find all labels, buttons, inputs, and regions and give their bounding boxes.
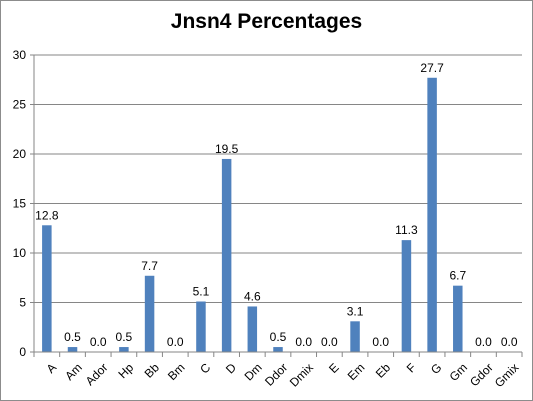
y-tick-label: 20 [13,147,27,161]
data-label: 0.0 [321,335,338,349]
chart-title: Jnsn4 Percentages [170,10,363,33]
gridlines [34,54,522,303]
x-tick-label: Ddor [262,360,290,388]
bar [221,158,232,352]
x-tick-label: Dm [242,360,265,383]
x-tick-label: Ador [83,360,111,388]
data-label: 0.5 [116,330,133,344]
data-label: 7.7 [141,259,158,273]
y-tick-label: 0 [19,345,26,359]
data-label: 12.8 [35,208,59,222]
x-tick-label: G [428,360,445,377]
data-label: 0.0 [295,335,312,349]
x-tick-label: Em [345,360,368,383]
y-tick-label: 25 [13,98,27,112]
bar [42,225,52,352]
bar [67,347,78,352]
y-tick-label: 10 [13,246,27,260]
bar [247,306,258,352]
data-label: 27.7 [420,61,444,75]
data-label: 0.5 [64,330,81,344]
x-tick-label: Eb [373,360,394,381]
x-tick-label: C [197,360,213,376]
y-tick-label: 30 [13,48,27,62]
x-tick-label: Bm [165,360,188,383]
bar [401,240,412,352]
x-tick-label: Dmix [287,360,316,389]
bar [119,347,129,352]
data-label: 0.0 [167,335,184,349]
data-label: 6.7 [449,269,466,283]
data-label: 4.6 [244,289,261,303]
x-tick-label: Gdor [467,360,496,389]
x-tick-label: F [404,360,419,375]
x-tick-label: D [223,360,239,376]
x-tick-label: A [44,360,60,376]
data-label: 0.0 [501,335,518,349]
data-label: 0.5 [270,330,287,344]
x-tick-label: E [326,360,342,376]
y-tick-label: 15 [13,197,27,211]
bar [427,77,437,353]
data-label: 3.1 [347,304,364,318]
bar [350,321,360,352]
x-tick-label: Am [62,360,85,383]
axes [30,54,523,357]
x-tick-label: Bb [142,360,163,381]
x-tick-label: Hp [115,360,136,381]
labels: 0 5 10 15 20 25 30 12.8 A 0.5 Am 0.0 Ador 0.5 Hp 7.7 Bb 0… [13,48,522,390]
bar [196,301,206,352]
data-label: 0.0 [372,335,389,349]
data-label: 19.5 [215,142,239,156]
x-tick-label: Gmix [492,360,522,390]
bars [42,77,463,353]
bar [453,285,463,352]
data-label: 11.3 [395,223,418,237]
data-label: 0.0 [475,335,492,349]
x-tick-label: Gm [447,360,471,384]
bar [144,275,155,352]
y-tick-label: 5 [19,296,26,310]
data-label: 5.1 [193,285,210,299]
bar [273,347,283,352]
data-label: 0.0 [90,335,107,349]
